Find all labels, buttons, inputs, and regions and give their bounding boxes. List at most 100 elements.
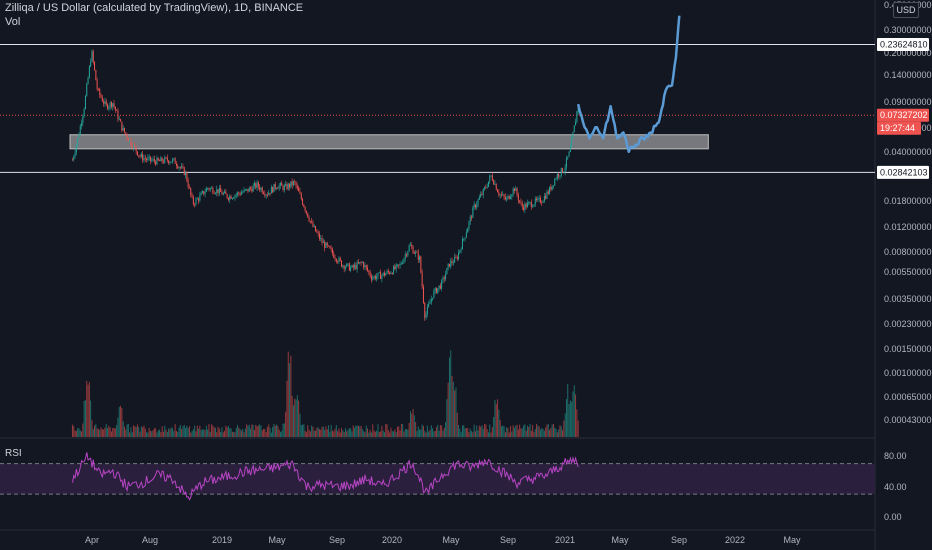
candle-body <box>376 276 378 280</box>
candle-body <box>385 273 387 276</box>
candle-body <box>407 251 409 256</box>
candle-body <box>142 154 144 161</box>
candle-body <box>387 271 389 273</box>
candle-body <box>108 106 110 109</box>
candle-body <box>500 194 502 196</box>
candle-body <box>299 191 301 194</box>
candle-body <box>153 158 155 162</box>
candle-body <box>84 95 86 109</box>
volume-bar <box>478 425 480 437</box>
volume-bar <box>370 432 372 437</box>
volume-bar <box>278 429 280 437</box>
candle-body <box>71 159 73 161</box>
price-tick-label: 0.20000000 <box>884 48 932 58</box>
candle-body <box>472 207 474 218</box>
candle-body <box>113 103 115 107</box>
volume-bar <box>344 428 346 437</box>
candle-body <box>515 188 517 191</box>
candle-body <box>404 254 406 259</box>
candle-body <box>357 262 359 264</box>
projection-path <box>576 15 681 154</box>
volume-bar <box>400 423 402 437</box>
candle-body <box>443 277 445 279</box>
candle-body <box>341 260 343 267</box>
candle-body <box>393 266 395 274</box>
candle-body <box>510 197 512 199</box>
time-tick-label: Aug <box>142 535 158 545</box>
candle-body <box>159 160 161 162</box>
candle-body <box>292 181 294 186</box>
candle-body <box>309 221 311 222</box>
projection-group <box>576 15 681 154</box>
price-tick-label: 0.30000000 <box>884 25 932 35</box>
volume-bar <box>342 430 344 437</box>
candle-body <box>520 201 522 204</box>
candle-body <box>307 212 309 218</box>
candle-body <box>563 171 565 173</box>
volume-bar <box>312 426 314 437</box>
volume-bar <box>337 431 339 437</box>
candle-body <box>131 145 133 149</box>
candle-body <box>429 302 431 305</box>
volume-bar <box>126 424 128 437</box>
volume-bar <box>116 424 118 437</box>
candle-body <box>539 197 541 203</box>
volume-bar <box>211 424 213 437</box>
price-tick-label: 0.00043000 <box>884 415 932 425</box>
candle-body <box>118 119 120 121</box>
volume-bar <box>133 425 135 437</box>
volume-bar <box>542 428 544 437</box>
volume-bar <box>437 424 439 437</box>
candle-body <box>326 242 328 246</box>
volume-bar <box>447 382 449 437</box>
volume-bar <box>103 429 105 437</box>
price-tick-label: 0.00800000 <box>884 247 932 257</box>
volume-bar <box>123 426 125 437</box>
candle-body <box>263 192 265 194</box>
candle-body <box>272 187 274 193</box>
candle-body <box>157 157 159 161</box>
candle-body <box>278 185 280 189</box>
volume-bar <box>497 399 499 437</box>
volume-bar <box>381 425 383 437</box>
candle-body <box>146 159 148 160</box>
volume-bar <box>295 399 297 437</box>
candle-body <box>350 267 352 271</box>
volume-bar <box>415 422 417 437</box>
volume-bar <box>77 428 79 437</box>
candle-body <box>325 242 327 248</box>
volume-bar <box>153 428 155 437</box>
candle-body <box>123 127 125 133</box>
volume-bar <box>472 432 474 437</box>
candle-body <box>554 179 556 186</box>
candle-body <box>235 194 237 196</box>
candle-body <box>465 232 467 238</box>
volume-bar <box>359 426 361 437</box>
volume-bar <box>151 431 153 437</box>
candle-body <box>221 191 223 195</box>
candle-body <box>528 202 530 204</box>
volume-bar <box>537 425 539 437</box>
volume-bar <box>174 424 176 437</box>
currency-button[interactable]: USD <box>893 2 919 18</box>
candle-body <box>227 198 229 200</box>
candle-body <box>117 110 119 120</box>
candle-body <box>381 275 383 279</box>
volume-bar <box>568 404 570 437</box>
candle-body <box>256 182 258 188</box>
candle-body <box>156 157 158 165</box>
volume-bar <box>289 363 291 437</box>
time-tick-label: 2019 <box>212 535 232 545</box>
candle-body <box>422 286 424 303</box>
candle-body <box>244 189 246 191</box>
volume-bar <box>525 430 527 437</box>
volume-bar <box>335 425 337 437</box>
candle-body <box>194 204 196 205</box>
candle-body <box>308 217 310 222</box>
candle-body <box>532 206 534 208</box>
volume-bar <box>452 381 454 437</box>
candle-body <box>355 264 357 270</box>
candle-body <box>252 185 254 192</box>
candle-body <box>451 260 453 263</box>
